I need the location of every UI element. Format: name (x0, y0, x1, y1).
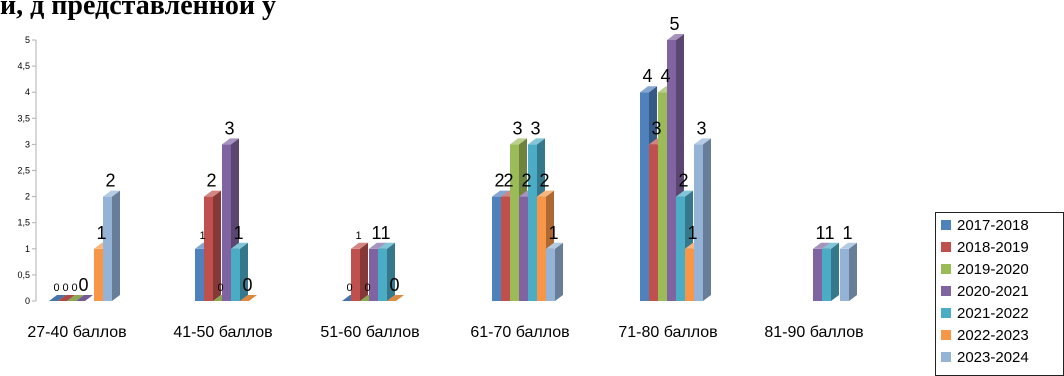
legend-swatch (941, 330, 951, 340)
bar (387, 295, 404, 301)
bar (240, 295, 257, 301)
page-heading: й, д представленной у (0, 0, 277, 21)
bar (378, 242, 395, 301)
data-label: 3 (530, 118, 540, 138)
data-label: 0 (242, 275, 252, 295)
y-tick-label: 1 (25, 244, 30, 254)
legend-swatch (941, 352, 951, 362)
x-axis: 27-40 баллов 41-50 баллов 51-60 баллов 61-7… (27, 324, 863, 341)
bar (231, 242, 248, 301)
data-label: 1 (842, 223, 852, 243)
data-label: 5 (669, 14, 679, 34)
legend-label: 2020-2021 (957, 282, 1029, 300)
bar (49, 295, 66, 301)
bar (546, 242, 563, 301)
data-label: 3 (224, 118, 234, 138)
y-tick-label: 2 (25, 192, 30, 202)
bar (76, 295, 93, 301)
x-category-label: 81-90 баллов (764, 324, 863, 341)
data-label: 2 (105, 171, 115, 191)
legend-item: 2020-2021 (936, 281, 1063, 301)
data-label: 2 (206, 171, 216, 191)
data-label: 0 (389, 275, 399, 295)
data-label: 2 (678, 171, 688, 191)
bar (58, 295, 75, 301)
y-tick-label: 0 (25, 296, 30, 306)
y-tick-label: 2,5 (17, 166, 30, 176)
data-label: 3 (696, 118, 706, 138)
data-label: 0 (71, 282, 77, 294)
bar (351, 242, 368, 301)
data-label: 1 (371, 223, 381, 243)
legend-swatch (941, 220, 951, 230)
data-label: 3 (512, 118, 522, 138)
legend-label: 2019-2020 (957, 260, 1029, 278)
y-tick-label: 1,5 (17, 218, 30, 228)
y-tick-label: 0,5 (17, 270, 30, 280)
chart-legend: 2017-2018 2018-2019 2019-2020 2020-2021 2021… (935, 212, 1064, 376)
x-category-label: 51-60 баллов (320, 324, 419, 341)
data-label: 0 (53, 282, 59, 294)
data-label: 2 (503, 171, 513, 191)
bar (204, 190, 221, 301)
legend-swatch (941, 242, 951, 252)
y-axis: 0 0,5 1 1,5 2 2,5 3 3,5 4 4,5 5 (17, 35, 37, 306)
bars (49, 34, 857, 301)
data-label: 0 (364, 282, 370, 294)
legend-label: 2018-2019 (957, 238, 1029, 256)
bar (103, 190, 120, 301)
y-tick-label: 4,5 (17, 61, 30, 71)
data-label: 1 (548, 223, 558, 243)
data-label: 0 (78, 275, 88, 295)
legend-label: 2022-2023 (957, 326, 1029, 344)
data-label: 1 (687, 223, 697, 243)
data-label: 0 (346, 282, 352, 294)
y-tick-label: 3,5 (17, 113, 30, 123)
legend-swatch (941, 286, 951, 296)
data-label: 1 (199, 230, 205, 242)
bar (840, 242, 857, 301)
data-label: 3 (651, 118, 661, 138)
x-category-label: 61-70 баллов (470, 324, 569, 341)
x-category-label: 71-80 баллов (618, 324, 717, 341)
data-label: 1 (380, 223, 390, 243)
legend-swatch (941, 308, 951, 318)
data-label: 2 (539, 171, 549, 191)
legend-item: 2022-2023 (936, 325, 1063, 345)
legend-label: 2021-2022 (957, 304, 1029, 322)
data-label: 2 (494, 171, 504, 191)
data-label: 1 (815, 223, 825, 243)
legend-swatch (941, 264, 951, 274)
x-category-label: 41-50 баллов (173, 324, 272, 341)
data-label: 2 (521, 171, 531, 191)
data-label: 1 (355, 230, 361, 242)
legend-item: 2017-2018 (936, 215, 1063, 235)
data-label: 1 (233, 223, 243, 243)
legend-label: 2023-2024 (957, 348, 1029, 366)
legend-item: 2021-2022 (936, 303, 1063, 323)
legend-item: 2023-2024 (936, 347, 1063, 367)
data-label: 4 (642, 66, 652, 86)
bar (694, 138, 711, 301)
y-tick-label: 4 (25, 87, 30, 97)
bar (822, 242, 839, 301)
x-category-label: 27-40 баллов (27, 324, 126, 341)
data-label: 4 (660, 66, 670, 86)
legend-label: 2017-2018 (957, 216, 1029, 234)
legend-item: 2019-2020 (936, 259, 1063, 279)
y-tick-label: 3 (25, 139, 30, 149)
data-label: 1 (96, 223, 106, 243)
legend-item: 2018-2019 (936, 237, 1063, 257)
bar (67, 295, 84, 301)
y-tick-label: 5 (25, 35, 30, 45)
data-label: 0 (62, 282, 68, 294)
data-label: 0 (217, 282, 223, 294)
data-label: 1 (824, 223, 834, 243)
